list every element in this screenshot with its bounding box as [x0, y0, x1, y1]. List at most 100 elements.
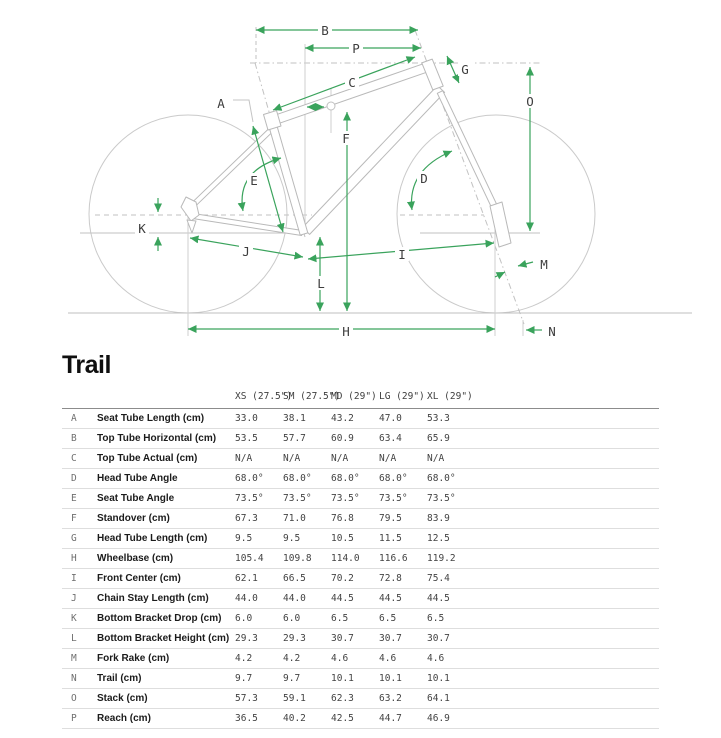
row-label: Head Tube Length (cm)	[97, 528, 235, 549]
geometry-value: 60.9	[331, 428, 379, 449]
row-label: Reach (cm)	[97, 708, 235, 729]
geometry-value: 63.4	[379, 428, 427, 449]
row-label: Seat Tube Angle	[97, 488, 235, 509]
geometry-value: 6.5	[331, 608, 379, 629]
geometry-value: 4.6	[427, 648, 475, 669]
spec-section: Trail XS (27.5") SM (27.5") MD (29") LG (29…	[0, 352, 721, 729]
row-letter: O	[62, 688, 97, 709]
dim-label-l: L	[317, 276, 325, 291]
geometry-value: 119.2	[427, 548, 475, 569]
size-column-header: SM (27.5")	[283, 388, 340, 409]
geometry-value: 10.1	[331, 668, 379, 689]
dim-label-e: E	[250, 173, 258, 188]
geometry-value: 44.0	[283, 588, 331, 609]
geometry-value: 30.7	[379, 628, 427, 649]
geometry-value: 10.1	[379, 668, 427, 689]
row-label: Stack (cm)	[97, 688, 235, 709]
row-filler	[475, 568, 659, 589]
geometry-value: 30.7	[427, 628, 475, 649]
row-filler	[475, 508, 659, 529]
row-label: Top Tube Actual (cm)	[97, 448, 235, 469]
table-row: P Reach (cm) 36.5 40.2 42.5 44.7 46.9	[62, 708, 659, 729]
dim-label-o: O	[526, 94, 534, 109]
geometry-value: 30.7	[331, 628, 379, 649]
row-label: Bottom Bracket Drop (cm)	[97, 608, 235, 629]
geometry-value: 57.7	[283, 428, 331, 449]
geometry-value: 9.7	[235, 668, 283, 689]
row-filler	[475, 408, 659, 429]
dim-C	[272, 56, 416, 111]
row-letter: G	[62, 528, 97, 549]
dim-label-m: M	[540, 257, 548, 272]
geometry-value: N/A	[283, 448, 331, 469]
geometry-value: 36.5	[235, 708, 283, 729]
row-filler	[475, 708, 659, 729]
chain-stay	[192, 213, 303, 236]
geometry-value: 53.3	[427, 408, 475, 429]
geometry-value: 11.5	[379, 528, 427, 549]
steering-axis	[414, 29, 525, 325]
table-row: G Head Tube Length (cm) 9.5 9.5 10.5 11.5 12.5	[62, 528, 659, 549]
geometry-value: 33.0	[235, 408, 283, 429]
row-label: Chain Stay Length (cm)	[97, 588, 235, 609]
table-row: D Head Tube Angle 68.0° 68.0° 68.0° 68.0° 68.0…	[62, 468, 659, 489]
geometry-value: 65.9	[427, 428, 475, 449]
geometry-value: N/A	[235, 448, 283, 469]
geometry-value: 4.6	[331, 648, 379, 669]
reference-lines	[68, 27, 692, 336]
size-column-header: LG (29")	[379, 388, 427, 409]
geometry-value: 44.5	[331, 588, 379, 609]
geometry-value: 63.2	[379, 688, 427, 709]
a-leader-line	[233, 99, 254, 123]
geometry-value: 62.3	[331, 688, 379, 709]
dim-label-a: A	[217, 96, 225, 111]
dim-label-p: P	[352, 41, 360, 56]
geometry-value: 38.1	[283, 408, 331, 429]
header-spacer	[97, 388, 235, 409]
geometry-value: 6.0	[283, 608, 331, 629]
geometry-value: 68.0°	[331, 468, 379, 489]
size-column-header: XL (29")	[427, 388, 475, 409]
header-spacer	[62, 388, 97, 409]
dimension-letters: A B C D E F G H I J K L M N O P	[138, 23, 556, 339]
geometry-value: 68.0°	[427, 468, 475, 489]
geometry-value: 47.0	[379, 408, 427, 429]
dim-label-f: F	[342, 131, 350, 146]
geometry-value: 9.7	[283, 668, 331, 689]
geometry-value: 73.5°	[379, 488, 427, 509]
geometry-value: 44.5	[379, 588, 427, 609]
geometry-value: 67.3	[235, 508, 283, 529]
row-letter: I	[62, 568, 97, 589]
label-backgrounds	[135, 23, 559, 338]
geometry-value: 40.2	[283, 708, 331, 729]
geometry-table-header: XS (27.5") SM (27.5") MD (29") LG (29") XL (…	[62, 388, 659, 409]
geometry-value: 29.3	[235, 628, 283, 649]
geometry-value: 76.8	[331, 508, 379, 529]
table-row: O Stack (cm) 57.3 59.1 62.3 63.2 64.1	[62, 688, 659, 709]
geometry-value: 66.5	[283, 568, 331, 589]
row-letter: B	[62, 428, 97, 449]
row-letter: M	[62, 648, 97, 669]
page-title: Trail	[62, 351, 111, 379]
seat-collar	[263, 110, 282, 131]
geometry-value: 114.0	[331, 548, 379, 569]
row-label: Head Tube Angle	[97, 468, 235, 489]
top-tube	[270, 63, 427, 126]
row-filler	[475, 428, 659, 449]
geometry-value: 10.1	[427, 668, 475, 689]
row-filler	[475, 608, 659, 629]
row-letter: L	[62, 628, 97, 649]
row-filler	[475, 588, 659, 609]
geometry-value: 73.5°	[331, 488, 379, 509]
geometry-value: 6.5	[427, 608, 475, 629]
geometry-value: 10.5	[331, 528, 379, 549]
dim-label-g: G	[461, 62, 469, 77]
row-label: Trail (cm)	[97, 668, 235, 689]
geometry-value: 12.5	[427, 528, 475, 549]
row-letter: A	[62, 408, 97, 429]
dim-label-b: B	[321, 23, 329, 38]
row-filler	[475, 448, 659, 469]
row-label: Bottom Bracket Height (cm)	[97, 628, 235, 649]
row-letter: F	[62, 508, 97, 529]
geometry-value: 79.5	[379, 508, 427, 529]
